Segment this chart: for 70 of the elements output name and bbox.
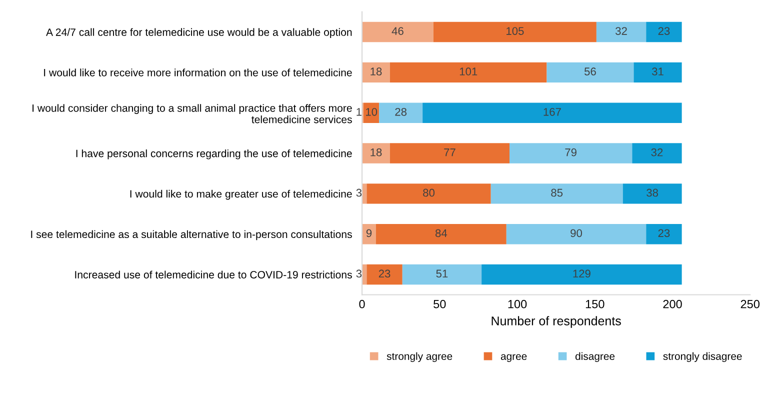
y-tick-label: I would consider changing to a small animal practice that offers more telemedicine services xyxy=(32,104,352,124)
legend-label: strongly agree xyxy=(386,352,452,362)
data-label: 1 xyxy=(356,108,362,116)
bar xyxy=(364,102,380,123)
data-label: 90 xyxy=(570,229,582,238)
legend-label: agree xyxy=(500,354,527,362)
x-tick-label: 50 xyxy=(434,300,446,308)
data-label: 105 xyxy=(506,27,524,35)
data-label: 23 xyxy=(658,229,670,238)
legend-label: strongly disagree xyxy=(663,352,742,362)
data-label: 9 xyxy=(366,229,372,238)
x-tick-label: 250 xyxy=(740,300,760,308)
bar xyxy=(402,264,482,285)
data-label: 10 xyxy=(366,108,378,116)
bar xyxy=(433,22,596,42)
y-tick-label: I see telemedicine as a suitable alternative to in-person consultations xyxy=(31,230,352,240)
x-tick-label: 150 xyxy=(586,300,604,308)
bar xyxy=(506,224,646,244)
bar xyxy=(510,143,632,164)
data-label: 79 xyxy=(565,148,576,156)
y-tick-label: I have personal concerns regarding the use of telemedicine xyxy=(76,149,352,160)
x-axis-title: Number of respondents xyxy=(492,316,621,328)
x-tick-label: 200 xyxy=(663,300,682,308)
bar xyxy=(646,22,682,42)
bar xyxy=(622,184,682,204)
data-label: 23 xyxy=(658,27,670,35)
bar xyxy=(596,22,646,42)
x-tick-label: 100 xyxy=(508,300,527,308)
legend-label: disagree xyxy=(575,352,615,362)
bar xyxy=(366,184,491,204)
data-label: 129 xyxy=(573,270,590,278)
bar xyxy=(362,22,434,42)
data-label: 56 xyxy=(584,68,596,76)
bar xyxy=(390,143,510,164)
bar xyxy=(362,143,390,164)
data-label: 84 xyxy=(436,229,448,238)
bar xyxy=(366,264,402,285)
bar xyxy=(379,102,423,123)
bar xyxy=(422,102,682,123)
data-label: 32 xyxy=(651,148,663,156)
data-label: 77 xyxy=(444,148,456,156)
bar xyxy=(490,184,623,204)
data-label: 80 xyxy=(423,188,435,197)
bar xyxy=(376,224,506,244)
data-label: 46 xyxy=(392,27,404,35)
bar xyxy=(646,224,682,244)
data-label: 38 xyxy=(646,188,658,197)
data-label: 31 xyxy=(652,68,664,76)
x-tick-label: 0 xyxy=(359,300,365,308)
data-label: 32 xyxy=(616,27,627,35)
y-tick-label: I would like to receive more information on the use of telemedicine xyxy=(44,68,352,76)
data-label: 18 xyxy=(370,68,382,76)
bar xyxy=(482,264,682,285)
bar xyxy=(390,62,547,83)
data-label: 3 xyxy=(356,188,362,197)
data-label: 18 xyxy=(370,148,382,156)
bar xyxy=(632,143,682,164)
bar xyxy=(546,62,634,83)
data-label: 3 xyxy=(356,270,362,278)
bar xyxy=(634,62,682,83)
bar xyxy=(362,62,390,83)
data-label: 51 xyxy=(436,270,448,278)
data-label: 85 xyxy=(551,188,563,197)
data-label: 101 xyxy=(460,68,478,76)
data-label: 167 xyxy=(544,108,561,116)
y-tick-label: A 24/7 call centre for telemedicine use would be a valuable option xyxy=(46,28,352,38)
y-tick-label: I would like to make greater use of telemedicine xyxy=(130,190,352,200)
data-label: 23 xyxy=(378,270,390,278)
y-tick-label: Increased use of telemedicine due to COVID-19 restrictions xyxy=(75,270,352,278)
data-label: 28 xyxy=(395,108,407,116)
